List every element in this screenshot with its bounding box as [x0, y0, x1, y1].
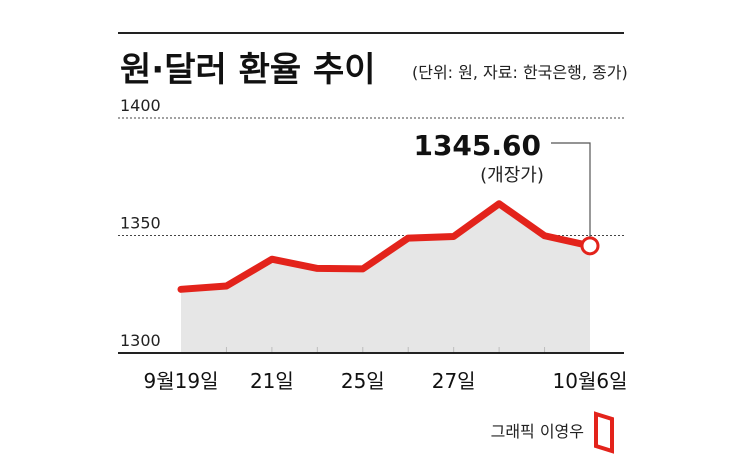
callout-note: (개장가)	[480, 165, 544, 186]
y-axis-ticks: 1400 1350 1300	[120, 96, 161, 350]
x-tick-label: 10월6일	[553, 369, 628, 393]
logo-icon	[594, 411, 614, 454]
callout-leader	[551, 142, 591, 237]
y-tick-label: 1400	[120, 96, 161, 115]
y-tick-label: 1350	[120, 214, 161, 233]
y-tick-label: 1300	[120, 331, 161, 350]
callout-value: 1345.60	[413, 129, 541, 162]
x-tick-label: 21일	[250, 369, 294, 393]
data-points	[180, 203, 600, 290]
chart-subtitle: (단위: 원, 자료: 한국은행, 종가)	[412, 63, 628, 82]
x-axis-ticks: 9월19일 21일 25일 27일 10월6일	[144, 369, 628, 393]
graphic-credit: 그래픽 이영우	[491, 422, 584, 441]
last-point-marker	[580, 236, 600, 256]
gridlines	[118, 117, 624, 236]
x-tick-label: 27일	[432, 369, 476, 393]
chart-title: 원·달러 환율 추이	[120, 50, 376, 90]
series-line	[177, 200, 594, 293]
area-fill	[181, 203, 590, 353]
x-tick-label: 9월19일	[144, 369, 219, 393]
x-tick-label: 25일	[341, 369, 385, 393]
